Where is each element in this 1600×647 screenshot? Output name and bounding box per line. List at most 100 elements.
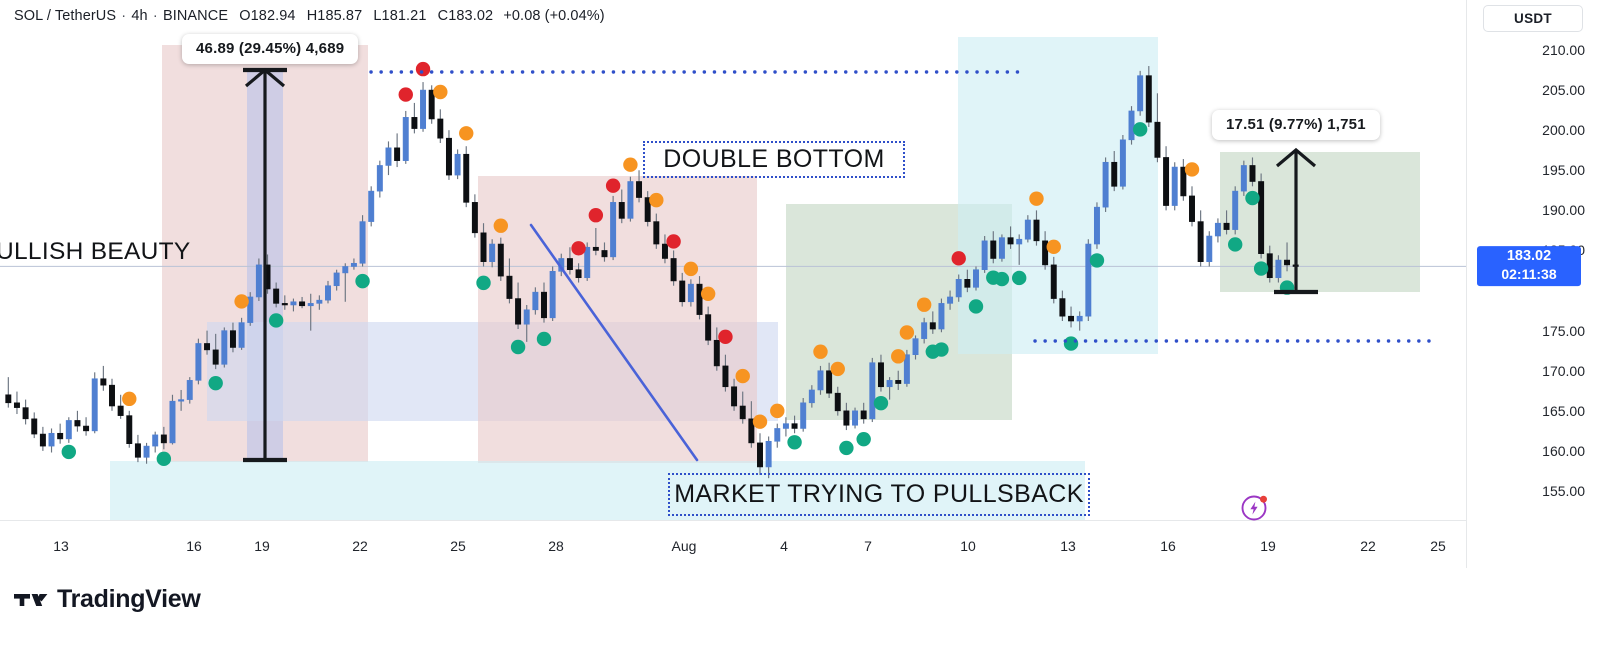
time-tick-10: 10: [960, 538, 976, 554]
signal-dot-red[interactable]: [605, 178, 621, 193]
interval-label[interactable]: 4h: [131, 8, 148, 24]
candle-body: [1206, 235, 1213, 262]
candlestick-canvas[interactable]: [0, 30, 1466, 520]
signal-dot-red[interactable]: [398, 87, 413, 102]
signal-dot-orange[interactable]: [752, 414, 768, 429]
signal-dot-orange[interactable]: [459, 126, 474, 141]
signal-dot-green[interactable]: [268, 313, 284, 328]
signal-dot-green[interactable]: [1089, 253, 1105, 268]
signal-dot-green[interactable]: [1228, 237, 1243, 252]
signal-dot-green[interactable]: [873, 395, 889, 411]
candle-body: [307, 303, 314, 307]
candle-body: [523, 309, 530, 325]
tradingview-logo-icon: [14, 593, 48, 606]
candle-body: [973, 269, 979, 288]
currency-badge[interactable]: USDT: [1483, 5, 1583, 32]
signal-dot-green[interactable]: [1132, 122, 1148, 137]
candle-body: [428, 89, 435, 120]
time-tick-25: 25: [1430, 538, 1446, 554]
signal-dot-orange[interactable]: [891, 349, 906, 364]
legend-separator-1: ·: [121, 8, 127, 24]
current-price-badge[interactable]: 183.02 02:11:38: [1477, 246, 1581, 287]
signal-dot-orange[interactable]: [649, 192, 664, 208]
candle-body: [1214, 222, 1221, 237]
signal-dot-orange[interactable]: [1184, 162, 1200, 177]
candle-body: [31, 418, 38, 435]
signal-dot-orange[interactable]: [623, 157, 638, 172]
candle-body: [765, 440, 772, 468]
signal-dot-orange[interactable]: [700, 286, 716, 302]
candle-body: [1275, 259, 1282, 279]
signal-dot-orange[interactable]: [813, 344, 828, 359]
signal-dot-red[interactable]: [415, 61, 431, 77]
signal-dot-orange[interactable]: [735, 368, 750, 384]
signal-dot-layer: [61, 61, 1295, 467]
signal-dot-green[interactable]: [839, 440, 854, 456]
signal-dot-orange[interactable]: [493, 218, 508, 233]
candle-body: [238, 322, 245, 348]
signal-dot-green[interactable]: [934, 342, 949, 357]
signal-dot-orange[interactable]: [683, 261, 699, 277]
signal-dot-green[interactable]: [476, 275, 491, 291]
candle-body: [1266, 253, 1273, 279]
time-scale[interactable]: 13 16 19 22 25 28 Aug 4 7 10 13 16 19 22 25: [0, 520, 1466, 569]
candle-body: [385, 147, 392, 166]
bullish-measure-tooltip[interactable]: 46.89 (29.45%) 4,689: [182, 34, 359, 64]
candle-body: [316, 299, 323, 304]
signal-dot-green[interactable]: [61, 444, 76, 460]
signal-dot-green[interactable]: [156, 451, 172, 467]
breakout-zone[interactable]: [958, 37, 1158, 354]
signal-dot-orange[interactable]: [830, 361, 845, 377]
signal-dot-green[interactable]: [994, 271, 1010, 287]
signal-dot-orange[interactable]: [1029, 191, 1044, 206]
signal-dot-green[interactable]: [787, 435, 802, 450]
symbol-name[interactable]: SOL / TetherUS: [14, 8, 117, 24]
candle-body: [134, 443, 141, 458]
projection-measure-arrow[interactable]: [1274, 147, 1318, 295]
signal-dot-orange[interactable]: [916, 297, 932, 312]
chart-legend[interactable]: SOL / TetherUS · 4h · BINANCE O182.94 H1…: [14, 8, 605, 24]
signal-dot-orange[interactable]: [234, 294, 249, 309]
candle-body: [212, 349, 219, 365]
signal-dot-green[interactable]: [510, 339, 526, 355]
market-pullback-label[interactable]: MARKET TRYING TO PULLSBACK: [668, 473, 1090, 516]
candle-body: [411, 117, 418, 129]
double-bottom-label[interactable]: DOUBLE BOTTOM: [643, 141, 905, 178]
signal-dot-green[interactable]: [208, 375, 223, 391]
signal-dot-orange[interactable]: [1046, 239, 1061, 255]
signal-dot-green[interactable]: [1012, 270, 1027, 286]
signal-dot-green[interactable]: [1245, 190, 1260, 206]
signal-dot-red[interactable]: [588, 208, 604, 223]
candle-body: [437, 118, 444, 139]
candle-body: [869, 362, 876, 420]
candle-body: [1163, 157, 1170, 206]
signal-dot-orange[interactable]: [433, 84, 448, 100]
signal-dot-orange[interactable]: [899, 325, 915, 340]
signal-dot-red[interactable]: [718, 329, 733, 345]
signal-dot-orange[interactable]: [770, 403, 785, 419]
price-scale[interactable]: USDT 210.00205.00200.00195.00190.00185.0…: [1466, 0, 1600, 568]
accumulation-base[interactable]: [110, 461, 1085, 520]
signal-dot-red[interactable]: [666, 234, 681, 249]
candle-body: [333, 272, 340, 287]
signal-dot-red[interactable]: [951, 251, 966, 266]
candle-body: [1042, 240, 1049, 266]
signal-dot-green[interactable]: [355, 273, 370, 289]
candle-body: [532, 291, 539, 311]
signal-dot-green[interactable]: [1253, 261, 1269, 276]
bullish-beauty-label[interactable]: ULLISH BEAUTY: [0, 238, 191, 265]
signal-dot-orange[interactable]: [122, 391, 137, 407]
projection-measure-tooltip[interactable]: 17.51 (9.77%) 1,751: [1212, 110, 1380, 140]
candle-body: [653, 221, 660, 245]
descending-trendline[interactable]: [529, 223, 699, 462]
signal-dot-red[interactable]: [571, 241, 586, 256]
alert-bolt-button[interactable]: [1240, 492, 1270, 522]
candle-body: [860, 410, 867, 420]
signal-dot-green[interactable]: [536, 331, 552, 347]
signal-dot-green[interactable]: [1063, 336, 1079, 351]
signal-dot-green[interactable]: [856, 431, 871, 447]
signal-dot-green[interactable]: [968, 299, 984, 314]
price-tick-170-00: 170.00: [1542, 362, 1585, 379]
chart-plot-area[interactable]: [0, 30, 1466, 520]
candle-body: [1059, 298, 1066, 317]
